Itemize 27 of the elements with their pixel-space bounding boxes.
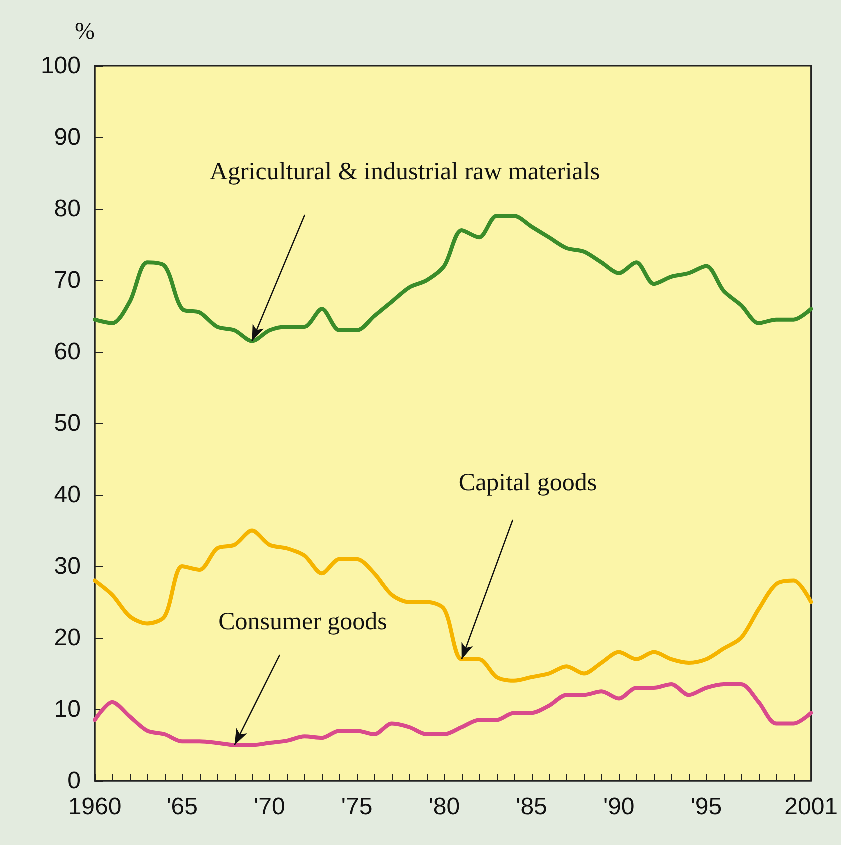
y-tick-label: 10 [54,696,81,723]
y-tick-label: 20 [54,624,81,652]
y-tick-label: 50 [54,410,81,437]
y-tick-label: 80 [54,196,81,222]
y-tick-label: 90 [54,124,81,151]
x-tick-label: '90 [603,794,635,820]
y-tick-label: 100 [40,52,81,80]
x-tick-label: 2001 [784,794,838,820]
x-tick-label: 1960 [68,794,122,820]
x-tick-label: '75 [341,794,373,820]
y-tick-label: 60 [54,338,81,366]
x-tick-label: '85 [516,794,548,820]
line-series [93,682,814,748]
annotation: Capital goods [458,470,598,496]
y-tick-label: 70 [54,267,81,294]
y-tick-label: 40 [54,482,81,508]
y-tick-label: 0 [68,768,81,794]
x-tick-label: '95 [690,794,722,820]
x-tick-label: '70 [254,794,286,820]
annotation: Consumer goods [218,608,388,636]
annotation: Agricultural & industrial raw materials [210,158,600,186]
y-tick-label: 30 [54,553,81,580]
y-axis-title: % [75,19,95,45]
x-tick-label: '65 [166,794,198,820]
line-series [93,528,814,683]
x-tick-label: '80 [428,794,460,820]
line-series [93,214,814,344]
